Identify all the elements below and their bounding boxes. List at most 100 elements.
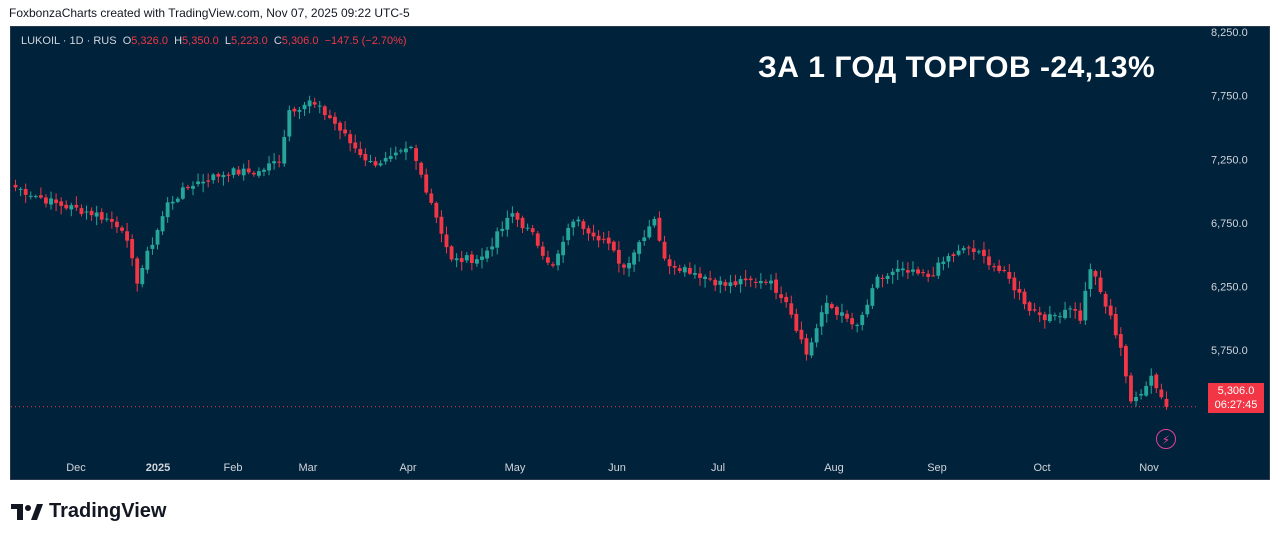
- candle-body: [1007, 271, 1012, 279]
- candle-body: [302, 104, 307, 110]
- x-tick-label: Nov: [1139, 462, 1159, 474]
- candle-body: [135, 258, 140, 284]
- lightning-icon[interactable]: ⚡: [1156, 429, 1176, 449]
- candle-body: [175, 198, 180, 202]
- candle-body: [373, 161, 378, 166]
- candle-body: [900, 268, 905, 271]
- candle-body: [378, 163, 383, 166]
- candle-body: [890, 271, 895, 275]
- candle-body: [763, 281, 768, 283]
- candle-body: [454, 258, 459, 261]
- candle-body: [551, 264, 555, 266]
- candle-body: [256, 171, 261, 176]
- candle-body: [505, 217, 510, 230]
- candle-body: [115, 221, 119, 228]
- candle-body: [474, 259, 479, 264]
- candle-body: [1058, 316, 1062, 318]
- candle-body: [622, 264, 626, 268]
- candle-body: [637, 242, 642, 254]
- candle-body: [829, 304, 834, 309]
- candle-body: [236, 169, 241, 175]
- candle-body: [419, 162, 424, 175]
- candle-body: [987, 256, 991, 266]
- candle-body: [855, 324, 860, 326]
- candle-body: [627, 263, 631, 269]
- candle-body: [774, 279, 778, 293]
- candle-body: [718, 280, 723, 285]
- candle-body: [799, 329, 804, 340]
- open-value: 5,326.0: [131, 35, 168, 47]
- candle-body: [444, 234, 449, 248]
- candle-body: [1032, 309, 1037, 311]
- candle-body: [1078, 310, 1083, 321]
- candle-body: [1063, 309, 1067, 318]
- candle-body: [956, 250, 961, 255]
- candle-body: [840, 312, 844, 316]
- candle-body: [262, 169, 266, 172]
- candle-body: [926, 273, 931, 277]
- candle-body: [49, 198, 53, 205]
- x-tick-label: Oct: [1033, 462, 1050, 474]
- candle-body: [1073, 308, 1078, 311]
- candle-body: [165, 202, 170, 218]
- candle-body: [1134, 396, 1138, 402]
- candle-body: [870, 288, 875, 306]
- candle-body: [185, 186, 190, 189]
- candle-body: [814, 328, 819, 343]
- tradingview-logo-icon: [11, 503, 43, 520]
- candle-body: [18, 188, 23, 190]
- candle-body: [79, 208, 84, 215]
- candle-body: [44, 197, 48, 204]
- x-tick-label: 2025: [146, 462, 170, 474]
- candle-body: [33, 196, 38, 198]
- candle-body: [28, 195, 33, 197]
- candle-body: [74, 204, 79, 208]
- low-value: 5,223.0: [230, 35, 268, 47]
- x-tick-label: Jun: [608, 462, 626, 474]
- low-label: L: [224, 35, 231, 47]
- candle-body: [1129, 375, 1133, 402]
- candle-body: [1027, 302, 1032, 311]
- x-tick-label: Feb: [224, 462, 243, 474]
- candle-body: [677, 268, 682, 271]
- candle-body: [535, 233, 540, 246]
- candle-body: [363, 153, 368, 161]
- price-chart[interactable]: 8,250.0 7,750.0 7,250.0 6,750.0 6,250.0 5,750…: [11, 27, 1269, 479]
- headline-annotation: ЗА 1 ГОД ТОРГОВ -24,13%: [758, 51, 1156, 84]
- candle-body: [343, 129, 348, 134]
- candle-body: [895, 268, 900, 272]
- candle-body: [961, 248, 966, 251]
- candle-body: [140, 267, 145, 285]
- candle-body: [23, 189, 28, 195]
- candle-body: [845, 313, 849, 319]
- candle-body: [297, 109, 302, 112]
- candle-body: [1159, 389, 1164, 398]
- candle-body: [1164, 398, 1169, 407]
- candle-body: [804, 338, 809, 355]
- candle-body: [616, 249, 621, 264]
- candle-body: [611, 241, 616, 251]
- y-tick-label: 6,250.0: [1211, 282, 1248, 294]
- candle-body: [317, 105, 322, 107]
- candle-body: [292, 108, 297, 112]
- candle-body: [966, 247, 971, 249]
- candle-body: [769, 280, 773, 284]
- candle-body: [414, 148, 419, 161]
- candle-body: [606, 237, 611, 244]
- chart-area[interactable]: 8,250.0 7,750.0 7,250.0 6,750.0 6,250.0 5,750…: [10, 26, 1270, 480]
- candle-body: [13, 184, 18, 188]
- brand-name: TradingView: [49, 500, 167, 522]
- candle-body: [703, 276, 708, 279]
- candle-body: [130, 239, 135, 259]
- candle-body: [160, 216, 165, 232]
- candle-body: [287, 110, 292, 137]
- candle-body: [586, 228, 591, 234]
- candle-body: [1123, 346, 1128, 377]
- candle-body: [216, 174, 221, 177]
- candle-body: [459, 258, 464, 262]
- candle-body: [1052, 315, 1057, 317]
- candle-body: [338, 122, 342, 131]
- candle-body: [120, 227, 124, 231]
- candle-body: [819, 312, 824, 327]
- candle-body: [1149, 375, 1154, 386]
